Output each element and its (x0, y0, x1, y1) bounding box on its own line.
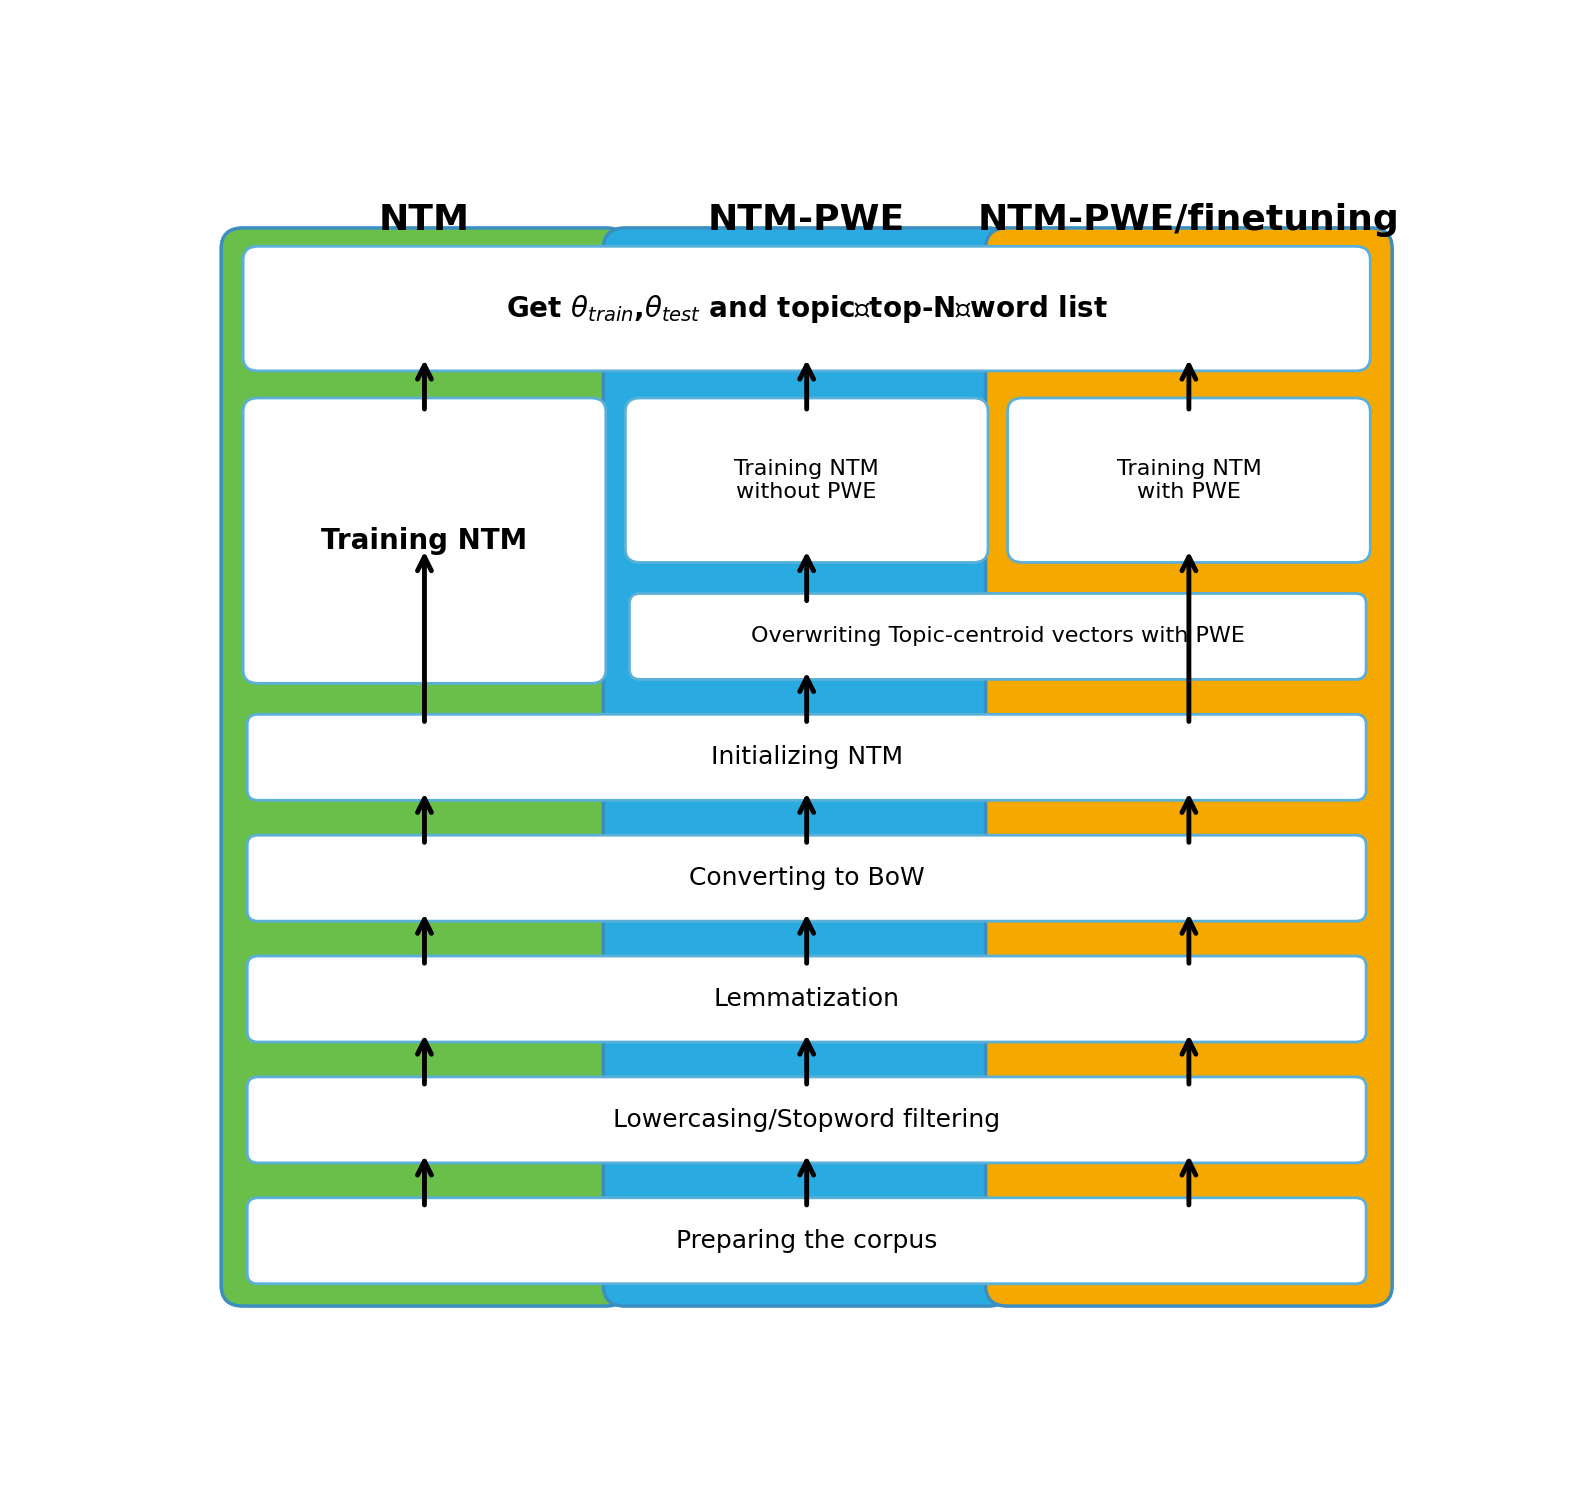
FancyBboxPatch shape (242, 247, 1371, 371)
Text: Initializing NTM: Initializing NTM (710, 745, 903, 769)
FancyBboxPatch shape (625, 398, 988, 562)
Text: Get $\theta_{train}$,$\theta_{test}$ and topic（top-N）word list: Get $\theta_{train}$,$\theta_{test}$ and… (505, 293, 1108, 325)
Text: NTM-PWE/finetuning: NTM-PWE/finetuning (977, 203, 1399, 236)
FancyBboxPatch shape (247, 1198, 1366, 1284)
FancyBboxPatch shape (603, 227, 1011, 1306)
Text: NTM: NTM (379, 203, 471, 236)
Text: Overwriting Topic-centroid vectors with PWE: Overwriting Topic-centroid vectors with … (751, 627, 1245, 646)
Text: Lemmatization: Lemmatization (713, 987, 900, 1011)
FancyBboxPatch shape (220, 227, 628, 1306)
FancyBboxPatch shape (247, 835, 1366, 922)
Text: Training NTM
without PWE: Training NTM without PWE (735, 459, 878, 501)
Text: Converting to BoW: Converting to BoW (689, 866, 924, 890)
FancyBboxPatch shape (630, 594, 1366, 679)
Text: Training NTM
with PWE: Training NTM with PWE (1116, 459, 1261, 501)
FancyBboxPatch shape (1007, 398, 1371, 562)
FancyBboxPatch shape (242, 398, 606, 684)
Text: NTM-PWE: NTM-PWE (708, 203, 905, 236)
FancyBboxPatch shape (247, 714, 1366, 800)
Text: Preparing the corpus: Preparing the corpus (675, 1228, 938, 1252)
FancyBboxPatch shape (247, 1077, 1366, 1162)
Text: Lowercasing/Stopword filtering: Lowercasing/Stopword filtering (614, 1109, 999, 1132)
FancyBboxPatch shape (247, 956, 1366, 1043)
Text: Training NTM: Training NTM (321, 527, 527, 555)
FancyBboxPatch shape (985, 227, 1393, 1306)
